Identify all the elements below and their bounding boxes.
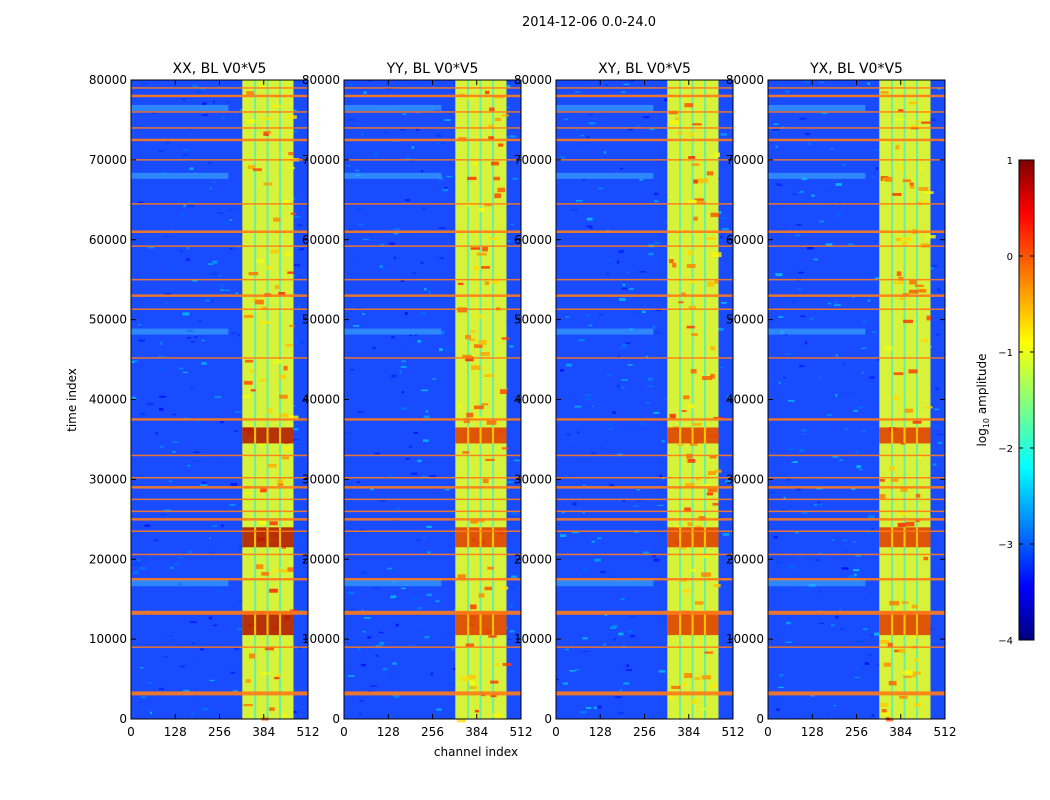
x-tick-label: 0 — [127, 725, 135, 739]
panel-yx: YX, BL V0*V5 0 128 256 384 512 0 10000 20000 3000… — [726, 61, 957, 739]
y-tick-label: 40000 — [89, 393, 127, 407]
heatmap-smears — [556, 104, 654, 587]
y-tick-label: 0 — [756, 712, 764, 726]
bright-time-blocks — [667, 427, 719, 636]
heatmap-smears — [131, 104, 229, 587]
y-tick-label: 10000 — [302, 632, 340, 646]
x-axis-label: channel index — [434, 745, 518, 759]
y-tick-label: 10000 — [726, 632, 764, 646]
y-tick-label: 0 — [544, 712, 552, 726]
y-tick-label: 20000 — [514, 552, 552, 566]
bright-time-blocks — [879, 427, 931, 636]
x-tick-label: 256 — [845, 725, 868, 739]
heatmap-smears — [344, 104, 442, 587]
x-tick-label: 512 — [510, 725, 533, 739]
y-tick-label: 60000 — [514, 233, 552, 247]
x-tick-label: 512 — [297, 725, 320, 739]
y-tick-label: 80000 — [302, 73, 340, 87]
x-tick-label: 128 — [377, 725, 400, 739]
colorbar-tick-label: −2 — [998, 444, 1013, 455]
y-tick-label: 70000 — [302, 153, 340, 167]
rfi-time-rows — [556, 87, 733, 696]
x-tick-label: 0 — [764, 725, 772, 739]
y-tick-label: 20000 — [726, 552, 764, 566]
colorbar-label: log10 amplitude — [975, 354, 991, 447]
y-tick-label: 20000 — [302, 552, 340, 566]
panel-title: XX, BL V0*V5 — [173, 61, 267, 77]
panel-title: YY, BL V0*V5 — [386, 61, 479, 77]
y-tick-label: 50000 — [514, 313, 552, 327]
y-tick-label: 60000 — [726, 233, 764, 247]
x-tick-label: 384 — [889, 725, 912, 739]
x-tick-label: 128 — [164, 725, 187, 739]
y-tick-label: 30000 — [89, 472, 127, 486]
colorbar-gradient — [1018, 159, 1035, 641]
x-tick-label: 384 — [677, 725, 700, 739]
panel-yy: YY, BL V0*V5 0 128 256 384 512 0 10000 20000 3000… — [302, 61, 533, 739]
colorbar: 1 0 −1 −2 −3 −4 log10 amplitude — [975, 156, 1035, 647]
figure-title: 2014-12-06 0.0-24.0 — [522, 15, 656, 30]
panel-title: YX, BL V0*V5 — [809, 61, 903, 77]
y-axis-label: time index — [65, 368, 79, 432]
panel-title: XY, BL V0*V5 — [598, 61, 691, 77]
y-tick-label: 80000 — [726, 73, 764, 87]
colorbar-tick-label: −4 — [998, 636, 1013, 647]
y-tick-label: 0 — [119, 712, 127, 726]
x-tick-label: 384 — [465, 725, 488, 739]
y-tick-label: 80000 — [514, 73, 552, 87]
colorbar-tick-label: 0 — [1007, 252, 1013, 263]
y-tick-label: 30000 — [302, 472, 340, 486]
x-tick-label: 0 — [552, 725, 560, 739]
y-tick-label: 30000 — [726, 472, 764, 486]
x-tick-label: 384 — [252, 725, 275, 739]
y-tick-label: 70000 — [89, 153, 127, 167]
x-tick-label: 256 — [633, 725, 656, 739]
colorbar-ticks: 1 0 −1 −2 −3 −4 — [998, 156, 1034, 647]
y-tick-label: 70000 — [514, 153, 552, 167]
x-tick-label: 512 — [722, 725, 745, 739]
y-tick-label: 40000 — [302, 393, 340, 407]
panel-xy: XY, BL V0*V5 0 128 256 384 512 0 10000 20000 3000… — [514, 61, 745, 739]
rfi-time-rows — [768, 87, 945, 696]
y-tick-label: 40000 — [514, 393, 552, 407]
colorbar-tick-label: −3 — [998, 540, 1013, 551]
rfi-time-rows — [344, 87, 521, 696]
y-tick-label: 70000 — [726, 153, 764, 167]
y-tick-label: 60000 — [302, 233, 340, 247]
y-tick-label: 40000 — [726, 393, 764, 407]
y-tick-label: 60000 — [89, 233, 127, 247]
y-tick-label: 80000 — [89, 73, 127, 87]
panel-xx: XX, BL V0*V5 0 128 256 384 512 0 10000 20000 3000… — [89, 61, 320, 739]
y-tick-label: 10000 — [514, 632, 552, 646]
bright-time-blocks — [455, 427, 507, 636]
heatmap-smears — [768, 104, 866, 587]
x-tick-label: 0 — [340, 725, 348, 739]
y-tick-label: 50000 — [302, 313, 340, 327]
colorbar-tick-label: −1 — [998, 348, 1013, 359]
y-tick-label: 50000 — [726, 313, 764, 327]
x-tick-label: 128 — [801, 725, 824, 739]
y-tick-label: 10000 — [89, 632, 127, 646]
x-tick-label: 128 — [589, 725, 612, 739]
y-tick-label: 20000 — [89, 552, 127, 566]
y-tick-label: 30000 — [514, 472, 552, 486]
bright-time-blocks — [242, 427, 294, 636]
x-tick-label: 256 — [421, 725, 444, 739]
colorbar-tick-label: 1 — [1007, 156, 1013, 167]
y-tick-label: 0 — [332, 712, 340, 726]
panels: XX, BL V0*V5 0 128 256 384 512 0 10000 20000 3000… — [89, 61, 957, 739]
rfi-time-rows — [131, 87, 308, 696]
x-tick-label: 512 — [934, 725, 957, 739]
x-tick-label: 256 — [208, 725, 231, 739]
y-tick-label: 50000 — [89, 313, 127, 327]
